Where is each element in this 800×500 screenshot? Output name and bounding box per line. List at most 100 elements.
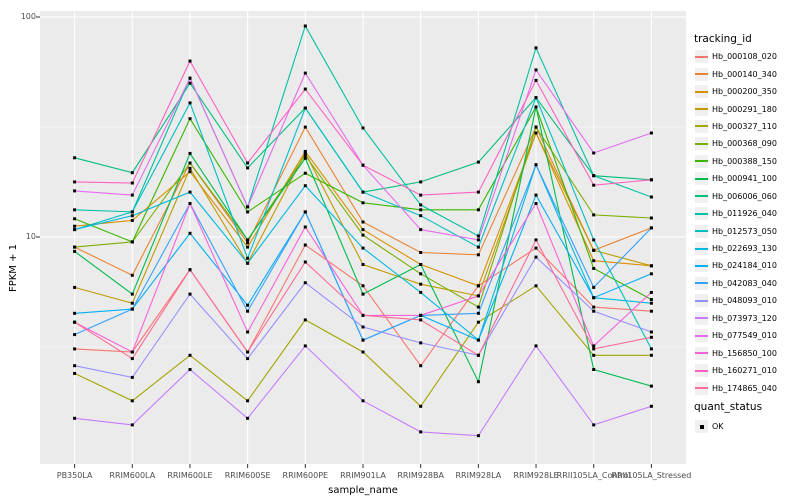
data-point — [188, 202, 192, 205]
data-point — [419, 180, 423, 184]
data-point — [73, 208, 77, 212]
data-point — [534, 131, 538, 135]
legend-key-swatch — [695, 102, 708, 116]
data-point — [592, 183, 596, 187]
data-point — [592, 305, 596, 309]
legend-item-label: Hb_000327_110 — [712, 121, 777, 131]
legend-item-Hb_022693_130: Hb_022693_130 — [695, 240, 777, 257]
data-point — [130, 307, 134, 311]
data-point — [534, 96, 538, 100]
data-point — [534, 255, 538, 259]
legend-color-line-icon — [695, 230, 708, 233]
data-point — [419, 251, 423, 254]
data-point — [246, 350, 250, 354]
data-point — [303, 106, 307, 110]
legend-item-label: Hb_000291_180 — [712, 104, 777, 114]
data-point — [188, 368, 192, 371]
data-point — [476, 284, 480, 288]
legend-item-label: Hb_048093_010 — [712, 296, 777, 306]
data-point — [188, 151, 192, 155]
data-point — [73, 189, 77, 193]
legend-title-quant-status: quant_status — [694, 401, 763, 413]
data-point — [73, 416, 77, 420]
data-point — [592, 309, 596, 313]
legend-item-quant-OK: OK — [695, 418, 724, 435]
data-point — [534, 78, 538, 82]
legend-item-Hb_000140_340: Hb_000140_340 — [695, 65, 777, 82]
data-point — [592, 296, 596, 300]
legend-key-swatch — [695, 119, 708, 133]
data-point — [130, 273, 134, 277]
data-point — [476, 160, 480, 164]
data-point — [649, 216, 653, 220]
data-point — [534, 125, 538, 129]
data-point — [592, 423, 596, 427]
data-point — [73, 320, 77, 324]
data-point — [246, 245, 250, 249]
data-point — [476, 253, 480, 257]
data-point — [649, 301, 653, 305]
data-point — [73, 180, 77, 184]
data-point — [73, 333, 77, 337]
legend-item-label: Hb_024184_010 — [712, 261, 777, 271]
legend-item-label: Hb_000140_340 — [712, 69, 777, 79]
legend-item-Hb_073973_120: Hb_073973_120 — [695, 310, 777, 327]
legend-item-Hb_000327_110: Hb_000327_110 — [695, 118, 777, 135]
data-point — [592, 266, 596, 270]
legend-item-label: Hb_160271_010 — [712, 366, 777, 376]
data-point — [246, 261, 250, 265]
data-point — [188, 101, 192, 105]
legend-color-line-icon — [695, 387, 708, 390]
data-point — [534, 193, 538, 197]
legend-key-swatch — [695, 381, 708, 395]
data-point — [303, 156, 307, 160]
legend-color-line-icon — [695, 282, 708, 285]
data-point — [130, 171, 134, 175]
x-tick-label: RRIM600PE — [282, 471, 329, 480]
data-point — [73, 224, 77, 228]
data-point — [130, 423, 134, 427]
data-point — [246, 210, 250, 214]
legend-color-line-icon — [695, 177, 708, 180]
legend-color-line-icon — [695, 299, 708, 302]
data-point — [476, 338, 480, 342]
legend-item-Hb_048093_010: Hb_048093_010 — [695, 292, 777, 309]
data-point — [303, 225, 307, 229]
legend-item-label: Hb_000108_020 — [712, 52, 777, 62]
legend-key-swatch — [695, 67, 708, 81]
legend-item-label: Hb_156850_100 — [712, 348, 777, 358]
data-point — [534, 284, 538, 288]
data-point — [534, 344, 538, 348]
legend-key-swatch — [695, 420, 708, 434]
data-point — [73, 217, 77, 221]
legend-color-line-icon — [695, 212, 708, 215]
legend-tracking-items: Hb_000108_020 Hb_000140_340 Hb_000200_350 H… — [695, 48, 777, 397]
data-point — [130, 210, 134, 214]
legend-color-line-icon — [695, 352, 708, 355]
x-tick-label: RRIM928LE — [513, 471, 559, 480]
data-point — [188, 231, 192, 235]
data-point — [130, 350, 134, 354]
data-point — [361, 228, 365, 232]
data-point — [649, 131, 653, 135]
legend-item-Hb_012573_050: Hb_012573_050 — [695, 222, 777, 239]
data-point — [419, 404, 423, 408]
x-tick-label: RRIM600LA — [109, 471, 156, 480]
black-square-point-icon — [699, 424, 704, 429]
y-tick-label: 10 — [25, 232, 36, 241]
legend-key-swatch — [695, 224, 708, 238]
x-tick-label: RRIM600LE — [167, 471, 213, 480]
legend-key-swatch — [695, 259, 708, 273]
x-tick-label: PB350LA — [56, 471, 93, 480]
data-point — [476, 190, 480, 194]
x-tick-label: RRII105LA_Stressed — [611, 471, 692, 480]
data-point — [534, 68, 538, 72]
data-point — [592, 238, 596, 242]
data-point — [73, 371, 77, 375]
legend-item-Hb_006006_060: Hb_006006_060 — [695, 188, 777, 205]
data-point — [130, 181, 134, 185]
legend-item-label: Hb_042083_040 — [712, 278, 777, 288]
x-tick-label: RRII105LA_Control — [556, 471, 631, 480]
